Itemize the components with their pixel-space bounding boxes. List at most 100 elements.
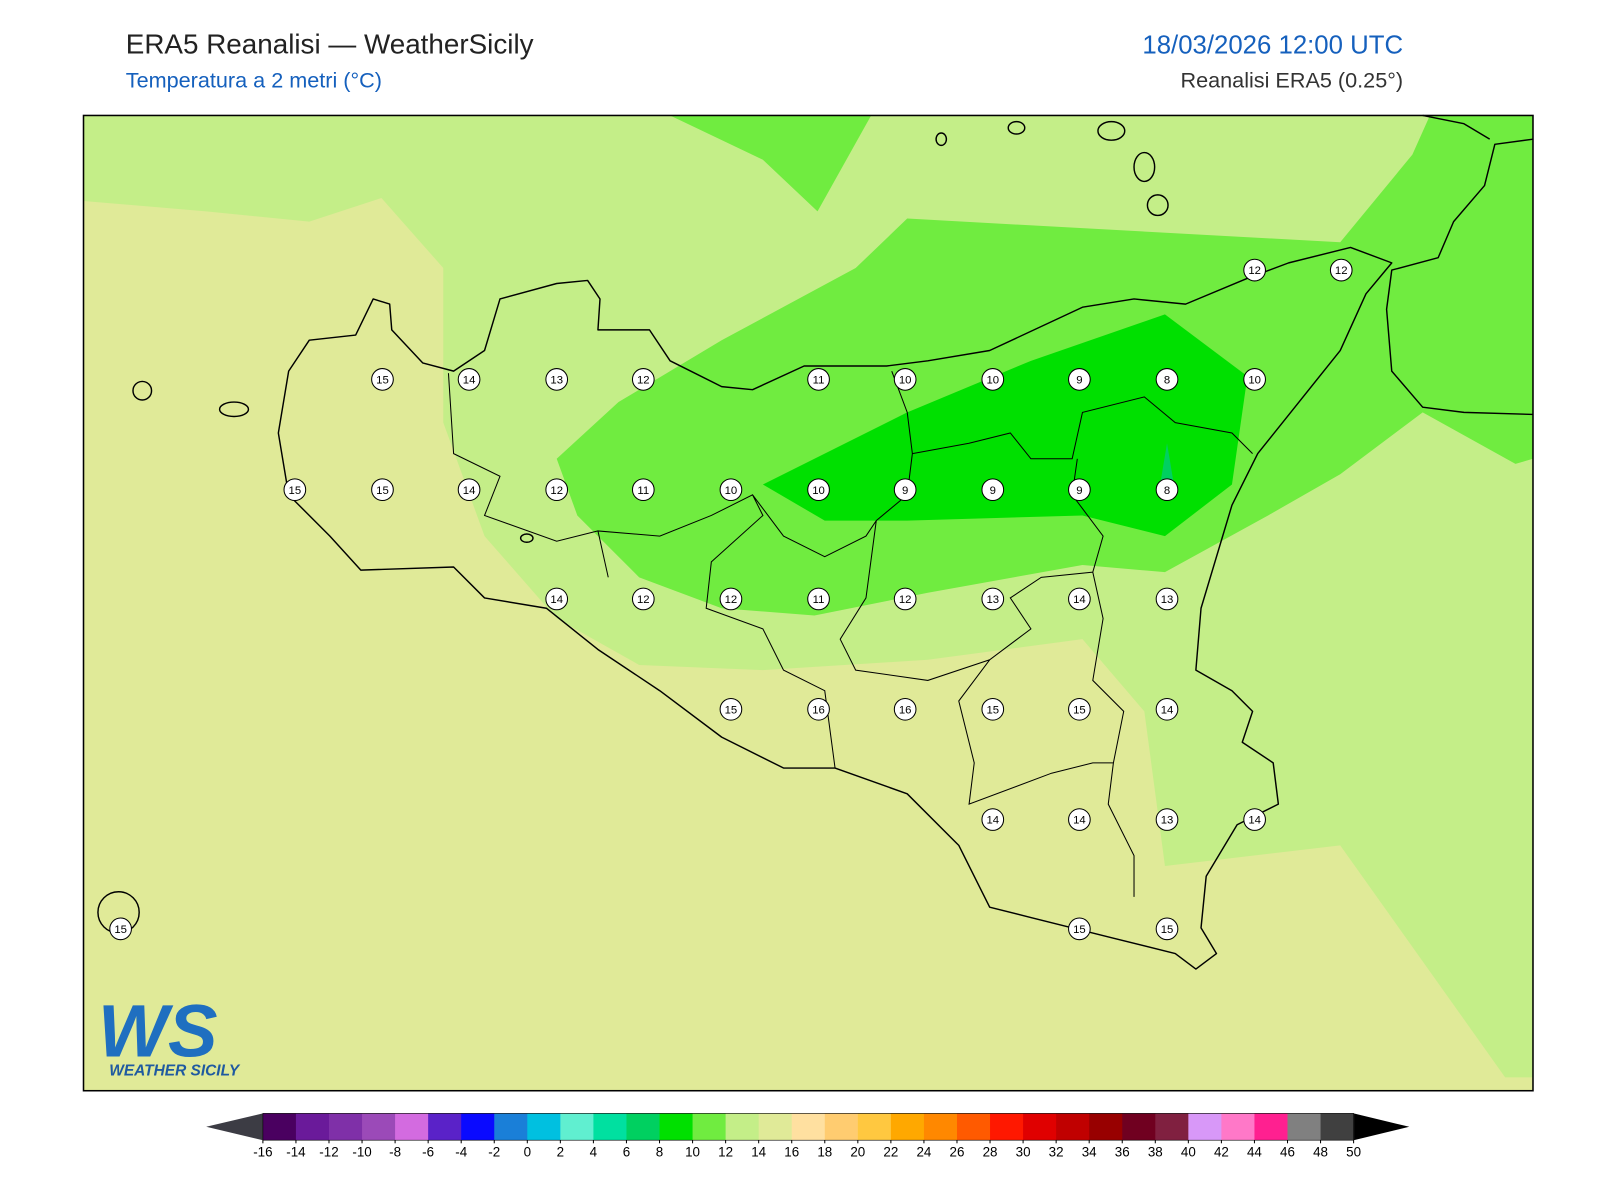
station-value: 14 bbox=[1161, 704, 1174, 716]
colorbar-tick-label: 48 bbox=[1313, 1145, 1328, 1160]
colorbar-cell bbox=[262, 1113, 297, 1141]
station-marker bbox=[631, 368, 655, 391]
colorbar-cell bbox=[494, 1113, 528, 1141]
colorbar-cell bbox=[1221, 1113, 1255, 1141]
station-value: 10 bbox=[725, 485, 738, 497]
stations: 12 12 15 14 13 12 11 10 10 9 8 10 15 15 14 12 11 10 10 9 9 9 8… bbox=[109, 258, 1353, 941]
station-marker bbox=[283, 478, 307, 502]
colorbar-tick-label: 0 bbox=[524, 1145, 531, 1160]
station-marker bbox=[1329, 258, 1353, 282]
colorbar-tick-label: 44 bbox=[1247, 1145, 1262, 1160]
colorbar-tick-label: -12 bbox=[319, 1145, 338, 1160]
station-value: 15 bbox=[725, 704, 738, 716]
colorbar-cell bbox=[923, 1113, 958, 1141]
station-value: 15 bbox=[376, 375, 389, 387]
station-value: 14 bbox=[463, 485, 476, 497]
station-value: 14 bbox=[550, 594, 563, 606]
field-6-8 bbox=[1160, 443, 1174, 481]
logo-mark: WS bbox=[98, 990, 218, 1073]
colorbar-cell bbox=[1320, 1113, 1355, 1141]
colorbar-tick-label: 42 bbox=[1214, 1145, 1229, 1160]
station-value: 11 bbox=[813, 375, 825, 387]
station-marker bbox=[807, 697, 830, 721]
colorbar-tick-label: -16 bbox=[253, 1145, 272, 1160]
colorbar-tick-label: -10 bbox=[352, 1145, 371, 1160]
station-value: 15 bbox=[986, 704, 999, 716]
island bbox=[218, 401, 250, 418]
station-value: 9 bbox=[1076, 375, 1082, 387]
station-marker bbox=[719, 478, 743, 502]
calabria-coast bbox=[1385, 138, 1534, 416]
station-marker bbox=[893, 587, 917, 611]
station-value: 15 bbox=[1161, 924, 1174, 936]
station-value: 13 bbox=[550, 375, 563, 387]
station-marker bbox=[1068, 697, 1091, 721]
station-value: 12 bbox=[725, 594, 738, 606]
colorbar-cell bbox=[725, 1113, 760, 1141]
field-10-12 bbox=[670, 115, 872, 212]
station-value: 15 bbox=[376, 485, 389, 497]
station-marker bbox=[807, 587, 830, 611]
station-value: 13 bbox=[986, 594, 999, 606]
station-marker bbox=[1155, 808, 1179, 831]
colorbar-tick-label: -14 bbox=[286, 1145, 306, 1160]
island bbox=[1097, 120, 1126, 141]
station-marker bbox=[807, 368, 830, 391]
colorbar-cell bbox=[659, 1113, 694, 1141]
colorbar-tick-label: 26 bbox=[950, 1145, 965, 1160]
station-value: 15 bbox=[289, 485, 302, 497]
station-marker bbox=[1155, 368, 1179, 391]
colorbar-tick-label: 32 bbox=[1049, 1145, 1064, 1160]
colorbar-cell bbox=[428, 1113, 462, 1141]
station-value: 15 bbox=[1073, 924, 1086, 936]
colorbar-cell bbox=[990, 1113, 1024, 1141]
station-marker bbox=[893, 478, 917, 502]
colorbar-cell bbox=[1188, 1113, 1222, 1141]
coastline bbox=[97, 114, 1534, 970]
station-marker bbox=[631, 478, 655, 502]
colorbar-cell bbox=[692, 1113, 727, 1141]
station-marker bbox=[631, 587, 655, 611]
colorbar-tick-label: -8 bbox=[389, 1145, 401, 1160]
colorbar-tick-label: 36 bbox=[1115, 1145, 1130, 1160]
colorbar-cell bbox=[824, 1113, 859, 1141]
island bbox=[132, 380, 153, 401]
station-marker bbox=[371, 368, 394, 391]
island bbox=[519, 533, 534, 543]
station-value: 9 bbox=[990, 485, 996, 497]
colorbar-cell bbox=[295, 1113, 330, 1141]
island bbox=[935, 132, 948, 147]
station-value: 14 bbox=[463, 375, 476, 387]
colorbar-cell bbox=[1122, 1113, 1156, 1141]
map-frame bbox=[82, 114, 1534, 1092]
station-marker bbox=[981, 697, 1005, 721]
station-value: 14 bbox=[1073, 815, 1086, 827]
station-value: 16 bbox=[812, 704, 825, 716]
colorbar-cell bbox=[1155, 1113, 1189, 1141]
station-value: 11 bbox=[813, 594, 825, 606]
station-value: 9 bbox=[1076, 485, 1082, 497]
station-value: 12 bbox=[637, 594, 650, 606]
station-marker bbox=[893, 697, 917, 721]
colorbar-cell bbox=[1287, 1113, 1322, 1141]
colorbar-cell bbox=[461, 1113, 495, 1141]
colorbar-tick-label: 34 bbox=[1082, 1145, 1097, 1160]
station-value: 12 bbox=[1335, 265, 1348, 277]
colorbar-tick-label: 14 bbox=[751, 1145, 766, 1160]
station-marker bbox=[981, 587, 1005, 611]
station-marker bbox=[807, 478, 830, 502]
colorbar-cell bbox=[593, 1113, 627, 1141]
field-8-10 bbox=[762, 314, 1248, 537]
station-marker bbox=[371, 478, 394, 502]
station-value: 13 bbox=[1161, 594, 1174, 606]
station-marker bbox=[1155, 697, 1179, 721]
station-value: 8 bbox=[1164, 485, 1170, 497]
colorbar-tick-label: 38 bbox=[1148, 1145, 1163, 1160]
station-marker bbox=[545, 587, 569, 611]
colorbar-cell bbox=[1056, 1113, 1090, 1141]
colorbar-tick-label: 30 bbox=[1016, 1145, 1031, 1160]
station-marker bbox=[1155, 478, 1179, 502]
colorbar-cell bbox=[527, 1113, 561, 1141]
